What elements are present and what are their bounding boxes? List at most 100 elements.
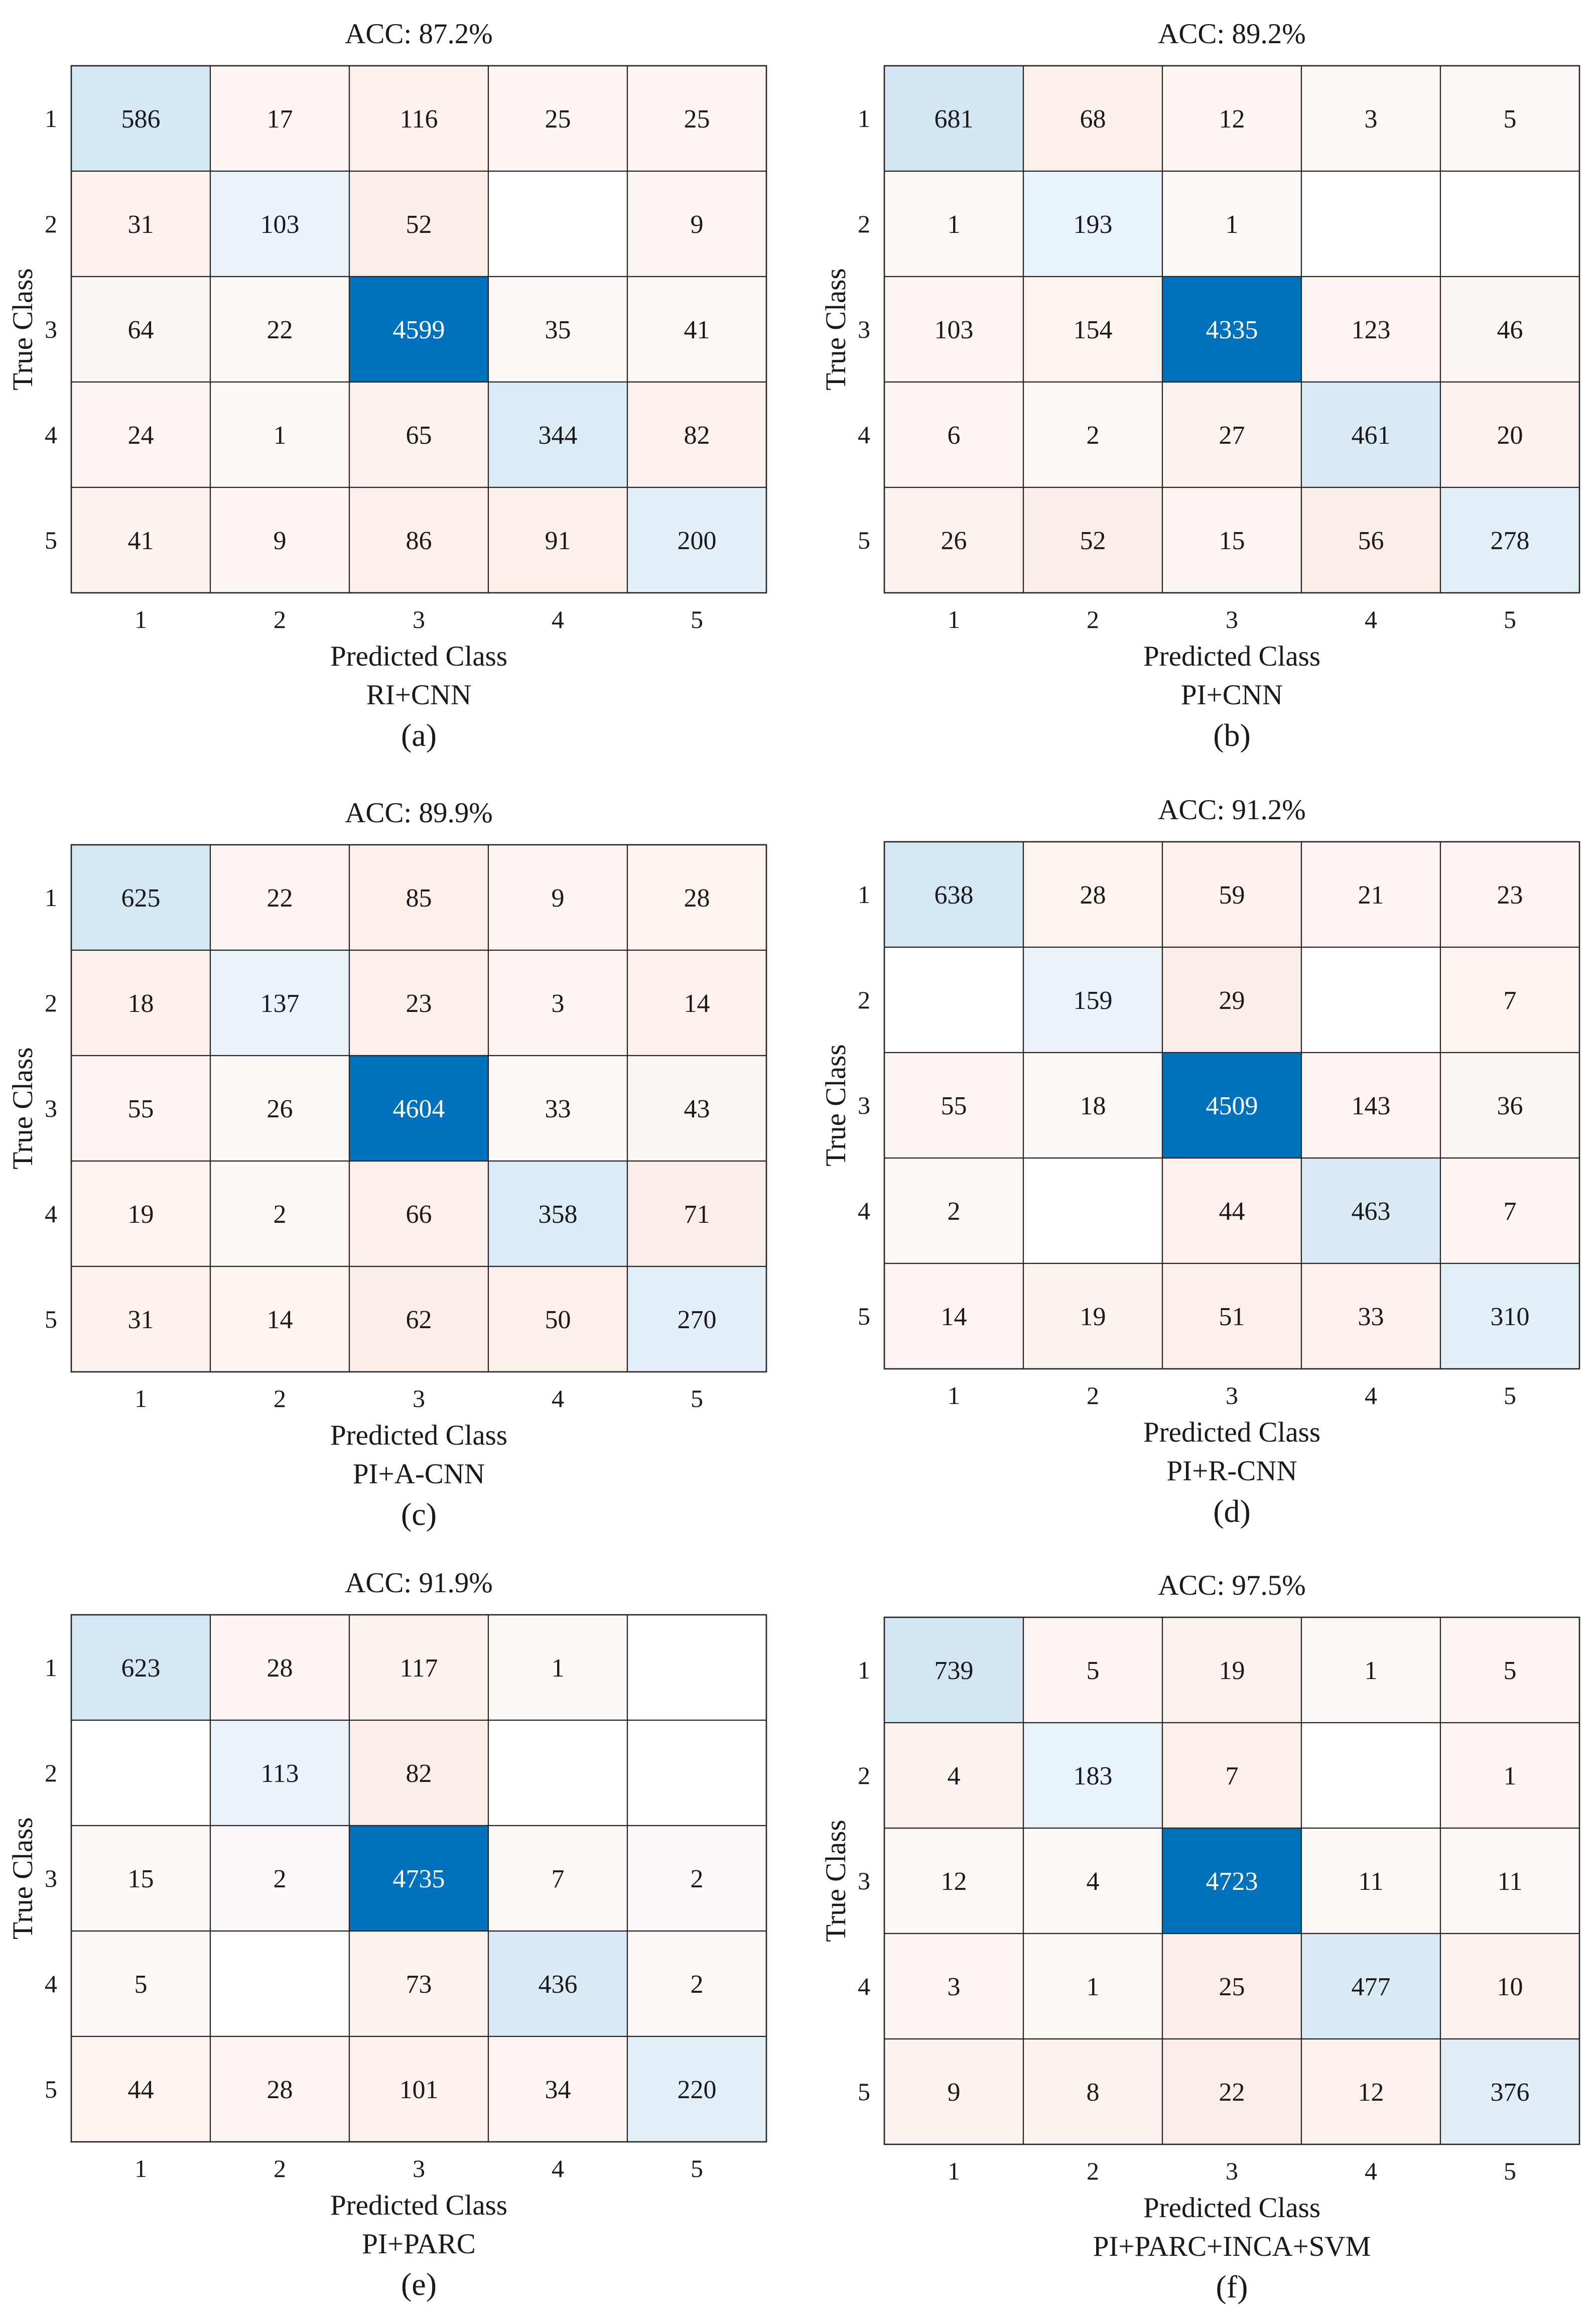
matrix-cell — [1022, 65, 1163, 172]
cell-value: 4599 — [393, 316, 445, 344]
matrix-cell — [1300, 1722, 1441, 1829]
y-tick-label: 4 — [858, 1972, 870, 2000]
cell-value: 638 — [935, 881, 974, 910]
cell-value: 64 — [128, 316, 154, 344]
cell-value: 22 — [267, 884, 293, 913]
cell-value: 5 — [135, 1970, 148, 1999]
cell-value: 1 — [1365, 1656, 1378, 1685]
matrix-cell — [1161, 65, 1302, 172]
matrix-frame — [70, 65, 767, 594]
matrix-cell — [626, 381, 767, 488]
cell-value: 116 — [400, 105, 438, 134]
cell-value: 24 — [128, 421, 154, 450]
matrix-cell — [883, 170, 1024, 278]
method-caption: PI+A-CNN — [353, 1458, 485, 1490]
matrix-cell — [1439, 65, 1580, 172]
y-tick-label: 3 — [858, 1091, 870, 1119]
cell-value: 25 — [545, 105, 571, 134]
cell-value: 117 — [400, 1654, 438, 1683]
cell-value: 2 — [1087, 421, 1100, 450]
y-axis-label: True Class — [820, 1044, 852, 1166]
y-tick-label: 2 — [858, 210, 870, 238]
matrix-cell — [487, 170, 628, 278]
cell-value: 4 — [948, 1762, 961, 1790]
cell-value: 44 — [1219, 1197, 1245, 1226]
matrix-cell — [1161, 946, 1302, 1054]
matrix-cell — [1161, 841, 1302, 948]
cell-value: 55 — [941, 1092, 967, 1120]
matrix-cell — [1300, 65, 1441, 172]
matrix-cell — [348, 1719, 489, 1827]
y-tick-label: 3 — [858, 315, 870, 343]
matrix-frame — [70, 844, 767, 1373]
matrix-cell — [883, 381, 1024, 488]
cell-value: 9 — [552, 884, 565, 913]
matrix-cell — [487, 949, 628, 1057]
matrix-cell — [1300, 170, 1441, 278]
y-axis-label: True Class — [820, 268, 852, 390]
cell-value: 68 — [1080, 105, 1106, 134]
matrix-cell — [626, 1825, 767, 1932]
cell-value: 56 — [1358, 527, 1384, 555]
matrix-cell — [348, 1055, 489, 1162]
cell-value: 623 — [121, 1654, 161, 1683]
matrix-cell — [1022, 1052, 1163, 1159]
cell-value: 10 — [1497, 1973, 1523, 2001]
matrix-cell — [209, 1614, 350, 1721]
matrix-cell — [348, 486, 489, 594]
matrix-cell — [348, 2035, 489, 2143]
cell-value: 5 — [1087, 1656, 1100, 1685]
matrix-cell — [626, 1614, 767, 1721]
cell-value: 5 — [1504, 105, 1517, 134]
cell-value: 376 — [1491, 2078, 1530, 2107]
matrix-cell — [209, 1719, 350, 1827]
cell-value: 2 — [274, 1865, 287, 1893]
matrix-frame — [883, 1616, 1580, 2145]
matrix-cell — [70, 949, 211, 1057]
cell-value: 23 — [406, 989, 432, 1018]
y-tick-label: 3 — [858, 1867, 870, 1895]
matrix-cell — [1439, 1262, 1580, 1370]
cell-value: 46 — [1497, 316, 1523, 344]
matrix-cell — [626, 1719, 767, 1827]
cell-value: 193 — [1074, 210, 1113, 239]
x-tick-label: 1 — [948, 1381, 960, 1409]
cell-value: 463 — [1352, 1197, 1391, 1226]
cell-value: 436 — [539, 1970, 578, 1999]
x-tick-label: 1 — [135, 2154, 147, 2183]
matrix-cell — [1300, 1052, 1441, 1159]
matrix-cell — [348, 170, 489, 278]
cell-value: 154 — [1074, 316, 1113, 344]
cell-value: 5 — [1504, 1656, 1517, 1685]
x-tick-label: 4 — [1365, 2157, 1377, 2185]
x-axis-label: Predicted Class — [330, 1420, 507, 1451]
matrix-cell — [209, 1265, 350, 1373]
matrix-cell — [487, 276, 628, 383]
matrix-cell — [70, 1719, 211, 1827]
cell-value: 17 — [267, 105, 293, 134]
matrix-cell — [1161, 1616, 1302, 1724]
matrix-cell — [209, 65, 350, 172]
cell-value: 3 — [948, 1973, 961, 2001]
cell-value: 51 — [1219, 1303, 1245, 1331]
cell-value: 2 — [691, 1970, 704, 1999]
matrix-cell — [626, 1160, 767, 1267]
cell-value: 29 — [1219, 986, 1245, 1015]
cell-value: 28 — [267, 2076, 293, 2104]
matrix-cell — [626, 2035, 767, 2143]
cell-value: 1 — [1504, 1762, 1517, 1790]
cell-value: 270 — [678, 1306, 717, 1334]
x-tick-label: 3 — [1226, 1381, 1238, 1409]
cell-value: 159 — [1074, 986, 1113, 1015]
cell-value: 477 — [1352, 1973, 1391, 2001]
matrix-cell — [487, 381, 628, 488]
cell-value: 344 — [539, 421, 578, 450]
cell-value: 3 — [552, 989, 565, 1018]
matrix-cell — [1022, 841, 1163, 948]
matrix-cell — [1022, 170, 1163, 278]
matrix-cell — [1022, 946, 1163, 1054]
matrix-cell — [626, 1055, 767, 1162]
cell-value: 358 — [539, 1200, 578, 1229]
matrix-cell — [1300, 1262, 1441, 1370]
matrix-cell — [1300, 2038, 1441, 2145]
